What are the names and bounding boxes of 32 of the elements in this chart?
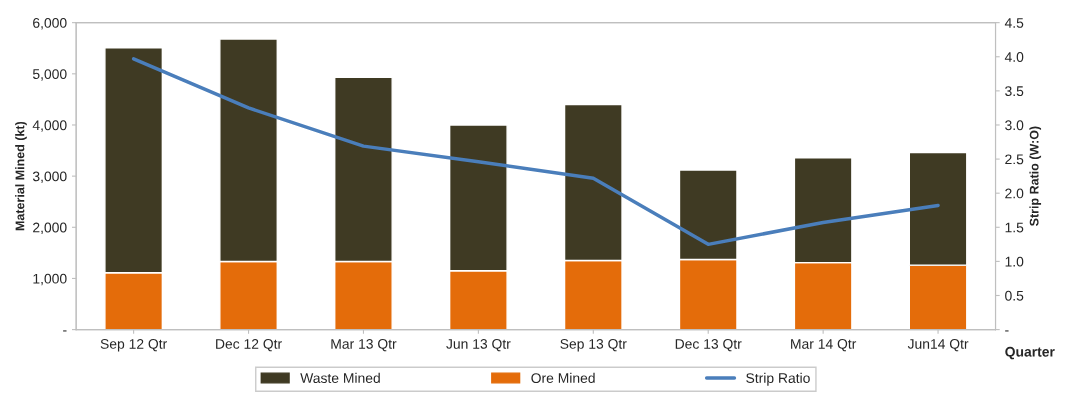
legend-label: Ore Mined [531, 372, 595, 383]
x-tick-label: Mar 13 Qtr [331, 338, 397, 352]
y2-tick-label: 4.0 [1004, 52, 1024, 62]
y2-tick-label: 1.5 [1005, 222, 1024, 233]
line-series [131, 57, 940, 247]
y2-tick-label: - [1005, 330, 1009, 332]
y2-tick-label: 2.5 [1005, 154, 1024, 165]
y-tick-label: 1,000 [33, 273, 67, 286]
x-tick-label: Sep 13 Qtr [560, 338, 627, 352]
legend-label: Waste Mined [300, 372, 380, 383]
y-tick-label: 4,000 [32, 120, 67, 132]
x-tick-label: Jun14 Qtr [907, 338, 969, 352]
y-tick-label: 2,000 [33, 222, 67, 235]
y2-tick-label: 4.5 [1004, 18, 1024, 28]
x-tick-label: Dec 12 Qtr [216, 338, 282, 352]
legend-label: Strip Ratio [746, 372, 810, 386]
y2-tick-label: 3.5 [1005, 86, 1024, 97]
y2-tick-label: 2.0 [1005, 188, 1024, 199]
y2-tick-label: 0.5 [1005, 290, 1024, 301]
y-tick-label: 6,000 [33, 17, 67, 30]
x-tick-label: Sep 12 Qtr [100, 338, 167, 352]
x-tick-label: Mar 14 Qtr [791, 338, 857, 352]
x-tick-label: Dec 13 Qtr [675, 338, 742, 352]
y2-tick-label: 1.0 [1005, 256, 1024, 267]
y-tick-label: 3,000 [32, 171, 67, 183]
y2-tick-label: 3.0 [1005, 120, 1024, 131]
y-axis-title: Material Mined (kt) [15, 121, 27, 231]
x-axis-title: Quarter [1005, 346, 1055, 360]
x-tick-label: Jun 13 Qtr [446, 338, 511, 352]
y-tick-label: 5,000 [32, 69, 67, 81]
y-tick-label: - [63, 330, 67, 332]
y2-axis-title: Strip Ratio (W:O) [1029, 126, 1042, 226]
